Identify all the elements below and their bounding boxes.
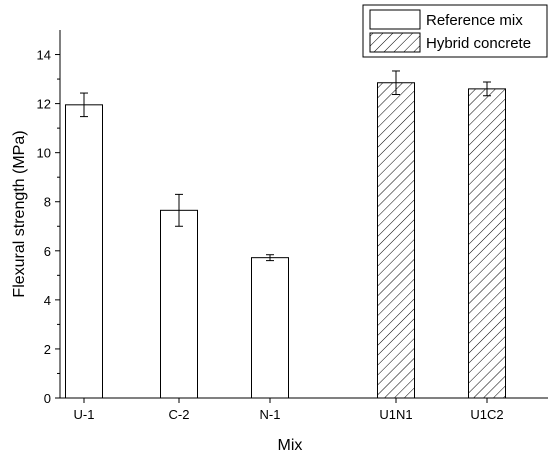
x-axis-ticks: U-1 C-2 N-1 U1N1 U1C2	[74, 398, 504, 422]
y-axis-title: Flexural strength (MPa)	[11, 130, 28, 297]
x-tick-label: U-1	[74, 407, 95, 422]
x-tick-label: U1N1	[379, 407, 412, 422]
y-tick-label: 4	[44, 293, 51, 308]
y-tick-label: 2	[44, 342, 51, 357]
y-axis-ticks: 0 2 4 6 8 10 12 14	[37, 48, 60, 406]
plot-frame	[59, 30, 548, 399]
y-tick-label: 6	[44, 244, 51, 259]
error-bars	[80, 70, 491, 262]
x-tick-label: N-1	[260, 407, 281, 422]
legend-label-hybrid-concrete: Hybrid concrete	[426, 35, 531, 52]
y-tick-label: 0	[44, 391, 51, 406]
x-axis-title: Mix	[278, 437, 303, 454]
legend-swatch-reference-mix	[369, 9, 421, 30]
legend: Reference mix Hybrid concrete	[362, 4, 548, 58]
x-tick-label: U1C2	[470, 407, 503, 422]
bar-c-2	[160, 209, 198, 399]
legend-label-reference-mix: Reference mix	[426, 12, 523, 29]
y-tick-label: 14	[37, 48, 51, 63]
bar-n-1	[251, 257, 289, 399]
bar-u1c2	[468, 88, 506, 399]
bar-u-1	[65, 104, 103, 399]
y-tick-label: 12	[37, 97, 51, 112]
bars	[65, 82, 506, 399]
bar-u1n1	[377, 82, 415, 399]
legend-swatch-hybrid-concrete	[369, 32, 421, 53]
y-tick-label: 8	[44, 195, 51, 210]
x-tick-label: C-2	[169, 407, 190, 422]
y-tick-label: 10	[37, 146, 51, 161]
